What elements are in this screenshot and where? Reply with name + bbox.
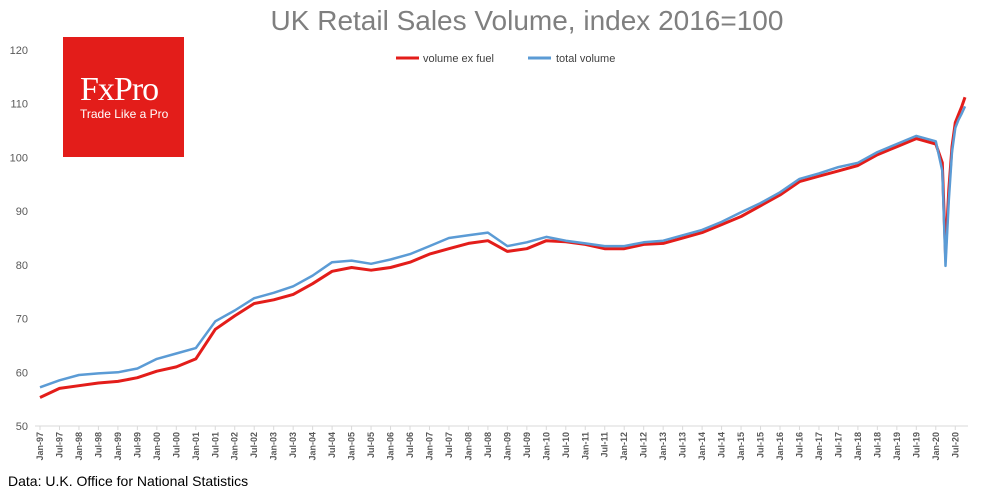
y-axis: 50 60 70 80 90 100 110 120 [10,45,28,433]
x-axis: Jan-97 Jul-97 Jan-98 Jul-98 Jan-99 Jul-99 Jan-… [35,426,960,461]
x-tick-label: Jul-00 [171,432,181,458]
x-tick-label: Jul-09 [522,432,532,458]
fxpro-logo: FxPro Trade Like a Pro [63,37,184,157]
series-line-total-volume [39,105,967,389]
x-tick-label: Jul-19 [911,432,921,458]
data-source-note: Data: U.K. Office for National Statistic… [8,473,249,489]
x-tick-label: Jul-04 [327,432,337,458]
x-tick-label: Jul-07 [444,432,454,458]
x-tick-label: Jan-11 [580,432,590,460]
x-tick-label: Jan-18 [853,432,863,461]
y-tick-label: 110 [10,99,28,111]
x-tick-label: Jul-13 [678,432,688,458]
x-tick-label: Jul-98 [93,432,103,458]
x-tick-label: Jan-07 [424,432,434,461]
x-tick-label: Jan-01 [191,432,201,461]
y-tick-label: 100 [10,152,28,164]
x-tick-label: Jul-06 [405,432,415,458]
x-tick-label: Jan-10 [541,432,551,461]
logo-tagline: Trade Like a Pro [80,107,169,121]
x-tick-label: Jan-06 [386,432,396,461]
x-tick-label: Jan-19 [892,432,902,461]
y-tick-label: 60 [16,367,28,379]
x-tick-label: Jul-03 [288,432,298,458]
logo-wordmark: FxPro [80,71,159,108]
chart-title: UK Retail Sales Volume, index 2016=100 [271,5,784,36]
y-tick-label: 80 [16,260,28,272]
x-tick-label: Jul-14 [717,432,727,458]
y-tick-label: 90 [16,206,28,218]
x-tick-label: Jul-18 [872,432,882,458]
x-tick-label: Jan-16 [775,432,785,461]
x-tick-label: Jan-03 [269,432,279,461]
legend-label-volume-ex-fuel: volume ex fuel [423,53,494,65]
legend: volume ex fuel total volume [396,53,615,65]
x-tick-label: Jul-01 [210,432,220,458]
legend-label-total-volume: total volume [556,53,615,65]
x-tick-label: Jan-98 [74,432,84,461]
x-tick-label: Jul-10 [561,432,571,458]
x-tick-label: Jan-12 [619,432,629,461]
x-tick-label: Jan-08 [463,432,473,461]
x-tick-label: Jul-02 [249,432,259,458]
x-tick-label: Jul-11 [600,432,610,458]
x-tick-label: Jan-02 [230,432,240,461]
x-tick-label: Jul-97 [54,432,64,458]
x-tick-label: Jan-13 [658,432,668,461]
x-tick-label: Jan-05 [347,432,357,461]
x-tick-label: Jul-99 [132,432,142,458]
y-tick-label: 50 [16,421,28,433]
x-tick-label: Jan-20 [931,432,941,461]
y-tick-label: 120 [10,45,28,57]
y-tick-label: 70 [16,314,28,326]
x-tick-label: Jan-14 [697,432,707,461]
x-tick-label: Jan-09 [502,432,512,461]
x-tick-label: Jul-16 [794,432,804,458]
x-tick-label: Jan-99 [113,432,123,461]
x-tick-label: Jan-17 [814,432,824,461]
x-tick-label: Jan-04 [308,432,318,461]
x-tick-label: Jul-05 [366,432,376,458]
x-tick-label: Jul-08 [483,432,493,458]
x-tick-label: Jul-20 [950,432,960,458]
x-tick-label: Jul-15 [756,432,766,458]
series-lines [39,96,967,399]
x-tick-label: Jul-17 [833,432,843,458]
x-tick-label: Jan-00 [152,432,162,461]
x-tick-label: Jan-15 [736,432,746,461]
x-tick-label: Jan-97 [35,432,45,461]
x-tick-label: Jul-12 [639,432,649,458]
